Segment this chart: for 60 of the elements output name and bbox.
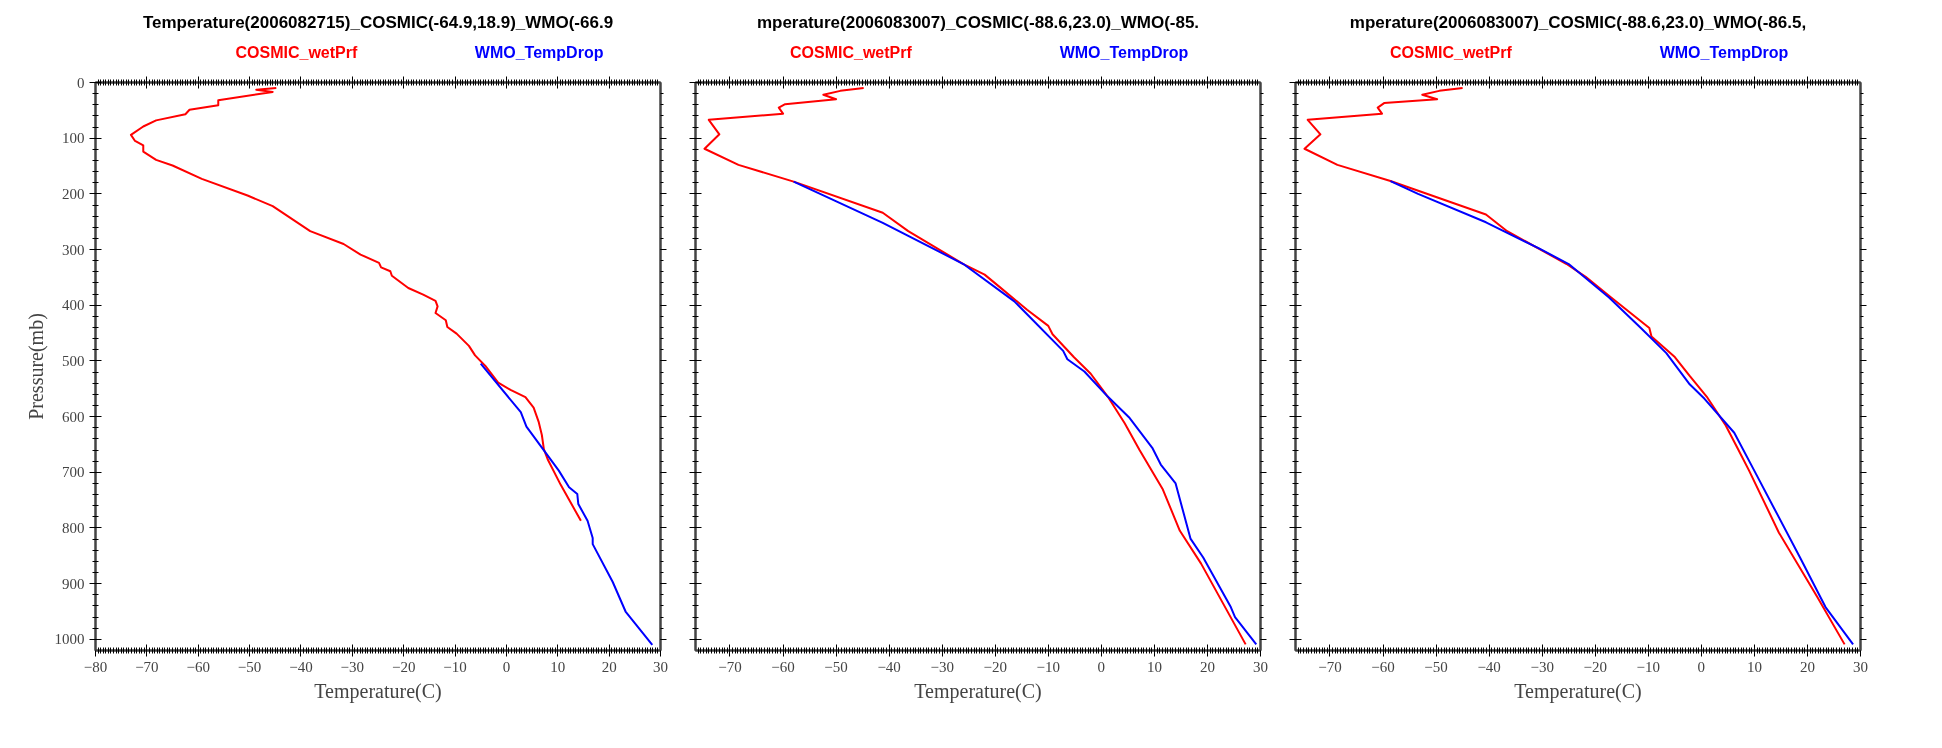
x-tick-label: 30 bbox=[653, 658, 668, 675]
x-tick-label: −20 bbox=[391, 658, 416, 675]
x-tick-label: −30 bbox=[930, 658, 954, 675]
x-axis-title: Temperature(C) bbox=[314, 679, 442, 703]
x-tick-label: −70 bbox=[1318, 658, 1342, 675]
x-tick-label: −20 bbox=[1583, 658, 1607, 675]
x-tick-label: 0 bbox=[502, 658, 511, 675]
line-series bbox=[129, 87, 582, 522]
y-tick-label: 200 bbox=[62, 185, 85, 202]
y-axis-title: Pressure(mb) bbox=[24, 313, 48, 420]
x-tick-label: −10 bbox=[1636, 658, 1661, 675]
y-tick-label: 600 bbox=[62, 408, 85, 425]
y-tick-label: 500 bbox=[62, 352, 85, 369]
x-tick-label: 20 bbox=[1799, 658, 1815, 675]
y-tick-label: 300 bbox=[62, 241, 85, 258]
text: COSMIC_wetPrf bbox=[1389, 44, 1513, 61]
x-tick-label: −40 bbox=[289, 658, 313, 675]
y-tick-label: 900 bbox=[62, 575, 85, 592]
x-tick-label: 20 bbox=[1199, 658, 1215, 675]
x-tick-label: 20 bbox=[601, 658, 617, 675]
text: COSMIC_wetPrf bbox=[789, 44, 913, 61]
x-tick-label: 10 bbox=[550, 658, 566, 675]
x-tick-label: −40 bbox=[877, 658, 901, 675]
x-tick-label: 0 bbox=[1697, 658, 1706, 675]
x-tick-label: −60 bbox=[771, 658, 795, 675]
chart-title: mperature(2006083007)_COSMIC(-88.6,23.0)_WMO(-86.5, bbox=[1349, 13, 1807, 32]
y-tick-label: 400 bbox=[62, 297, 85, 314]
x-tick-label: −50 bbox=[1424, 658, 1448, 675]
x-tick-label: 30 bbox=[1253, 658, 1268, 675]
y-tick-label: 100 bbox=[62, 130, 85, 147]
x-tick-label: −30 bbox=[1530, 658, 1554, 675]
y-tick-label: 0 bbox=[77, 74, 85, 91]
x-tick-label: −30 bbox=[340, 658, 365, 675]
x-tick-label: 0 bbox=[1097, 658, 1106, 675]
text: WMO_TempDrop bbox=[1059, 44, 1189, 61]
x-tick-label: −60 bbox=[186, 658, 210, 675]
text: WMO_TempDrop bbox=[474, 44, 604, 61]
line-series bbox=[479, 362, 654, 646]
text: COSMIC_wetPrf bbox=[235, 44, 358, 61]
x-tick-label: −70 bbox=[135, 658, 159, 675]
x-tick-label: −80 bbox=[83, 658, 108, 675]
x-axis-title: Temperature(C) bbox=[914, 679, 1042, 703]
x-tick-label: −40 bbox=[1477, 658, 1501, 675]
x-tick-label: −50 bbox=[237, 658, 262, 675]
x-tick-label: 10 bbox=[1746, 658, 1762, 675]
x-tick-label: −70 bbox=[718, 658, 742, 675]
text: WMO_TempDrop bbox=[1659, 44, 1789, 61]
y-tick-label: 800 bbox=[62, 519, 85, 536]
y-tick-label: 700 bbox=[62, 464, 85, 481]
chart-title: mperature(2006083007)_COSMIC(-88.6,23.0)_WMO(-85. bbox=[756, 13, 1200, 32]
chart-title: Temperature(2006082715)_COSMIC(-64.9,18.9)_WMO(-66.9 bbox=[142, 13, 614, 32]
x-tick-label: −60 bbox=[1371, 658, 1395, 675]
y-tick-label: 1000 bbox=[54, 631, 85, 648]
x-tick-label: 10 bbox=[1146, 658, 1162, 675]
x-tick-label: −10 bbox=[443, 658, 467, 675]
x-tick-label: −20 bbox=[983, 658, 1007, 675]
x-axis-title: Temperature(C) bbox=[1514, 679, 1642, 703]
x-tick-label: −50 bbox=[824, 658, 848, 675]
x-tick-label: 30 bbox=[1853, 658, 1868, 675]
x-tick-label: −10 bbox=[1036, 658, 1061, 675]
